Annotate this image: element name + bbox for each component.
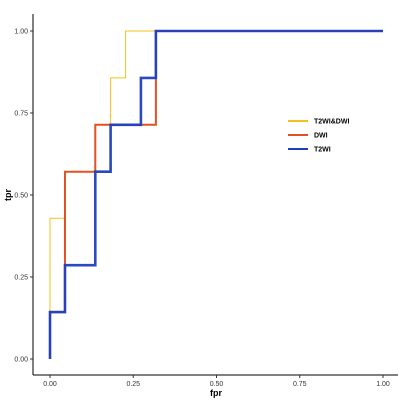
x-ticks: 0.00 0.25 0.50 0.75 1.00 — [43, 375, 390, 388]
series-layer — [48, 29, 383, 359]
legend-label: T2WI&DWI — [314, 119, 349, 126]
y-tick-label: 0.25 — [14, 275, 28, 282]
y-tick-label: 0.00 — [14, 357, 28, 364]
x-tick-label: 0.25 — [126, 381, 140, 388]
axes — [32, 14, 398, 376]
x-tick-label: 0.75 — [293, 381, 307, 388]
y-tick-label: 1.00 — [14, 29, 28, 36]
legend: T2WI&DWI DWI T2WI — [288, 119, 349, 154]
y-axis-title: tpr — [3, 189, 13, 201]
x-tick-label: 0.50 — [210, 381, 224, 388]
y-tick-label: 0.75 — [14, 111, 28, 118]
series-line-3 — [48, 29, 383, 359]
x-axis-title: fpr — [210, 388, 222, 398]
x-tick-label: 0.00 — [43, 381, 57, 388]
y-tick-label: 0.50 — [14, 193, 28, 200]
series-line-1 — [49, 30, 383, 359]
y-ticks: 0.00 0.25 0.50 0.75 1.00 — [14, 29, 33, 364]
legend-label: T2WI — [314, 147, 331, 154]
series-line-2 — [49, 30, 383, 359]
x-tick-label: 1.00 — [376, 381, 390, 388]
legend-label: DWI — [314, 133, 328, 140]
